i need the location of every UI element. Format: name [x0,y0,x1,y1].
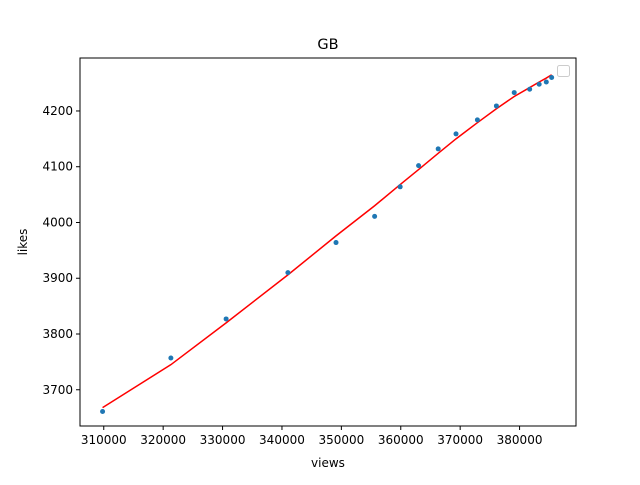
x-tick-label: 370000 [437,433,483,447]
x-tick-label: 350000 [318,433,364,447]
data-point [100,409,106,415]
data-point [435,146,441,152]
data-point [543,79,549,85]
data-point [536,81,542,87]
data-point [474,117,480,123]
y-tick-label: 3900 [42,271,73,285]
x-tick-label: 320000 [140,433,186,447]
data-point [372,213,378,219]
data-point [333,240,339,246]
y-tick-label: 3700 [42,383,73,397]
plot-frame [79,57,577,427]
data-point [511,90,517,96]
x-axis-title: views [311,456,345,470]
data-point [453,131,459,137]
x-tick-label: 330000 [200,433,246,447]
data-point [527,86,533,92]
data-point [549,75,555,81]
x-tick-label: 360000 [378,433,424,447]
data-point [416,163,422,169]
y-tick-label: 4100 [42,160,73,174]
chart-title: GB [317,37,338,53]
x-tick-label: 340000 [259,433,305,447]
data-point [397,184,403,190]
points-layer [100,75,555,415]
x-tick-label: 380000 [497,433,543,447]
data-point [493,103,499,109]
legend-box [557,65,570,77]
y-axis: 3700 3800 3900 4000 4100 4200 [42,104,80,397]
data-point [223,316,229,322]
fit-line [102,74,553,409]
y-tick-label: 4000 [42,215,73,229]
x-tick-label: 310000 [81,433,127,447]
y-tick-label: 4200 [42,104,73,118]
y-tick-label: 3800 [42,327,73,341]
x-axis: 310000 320000 330000 340000 350000 360000 3700… [81,426,543,447]
data-point [285,270,291,276]
data-point [168,355,174,361]
y-axis-title: likes [16,229,30,256]
fit-line-layer [102,74,553,409]
